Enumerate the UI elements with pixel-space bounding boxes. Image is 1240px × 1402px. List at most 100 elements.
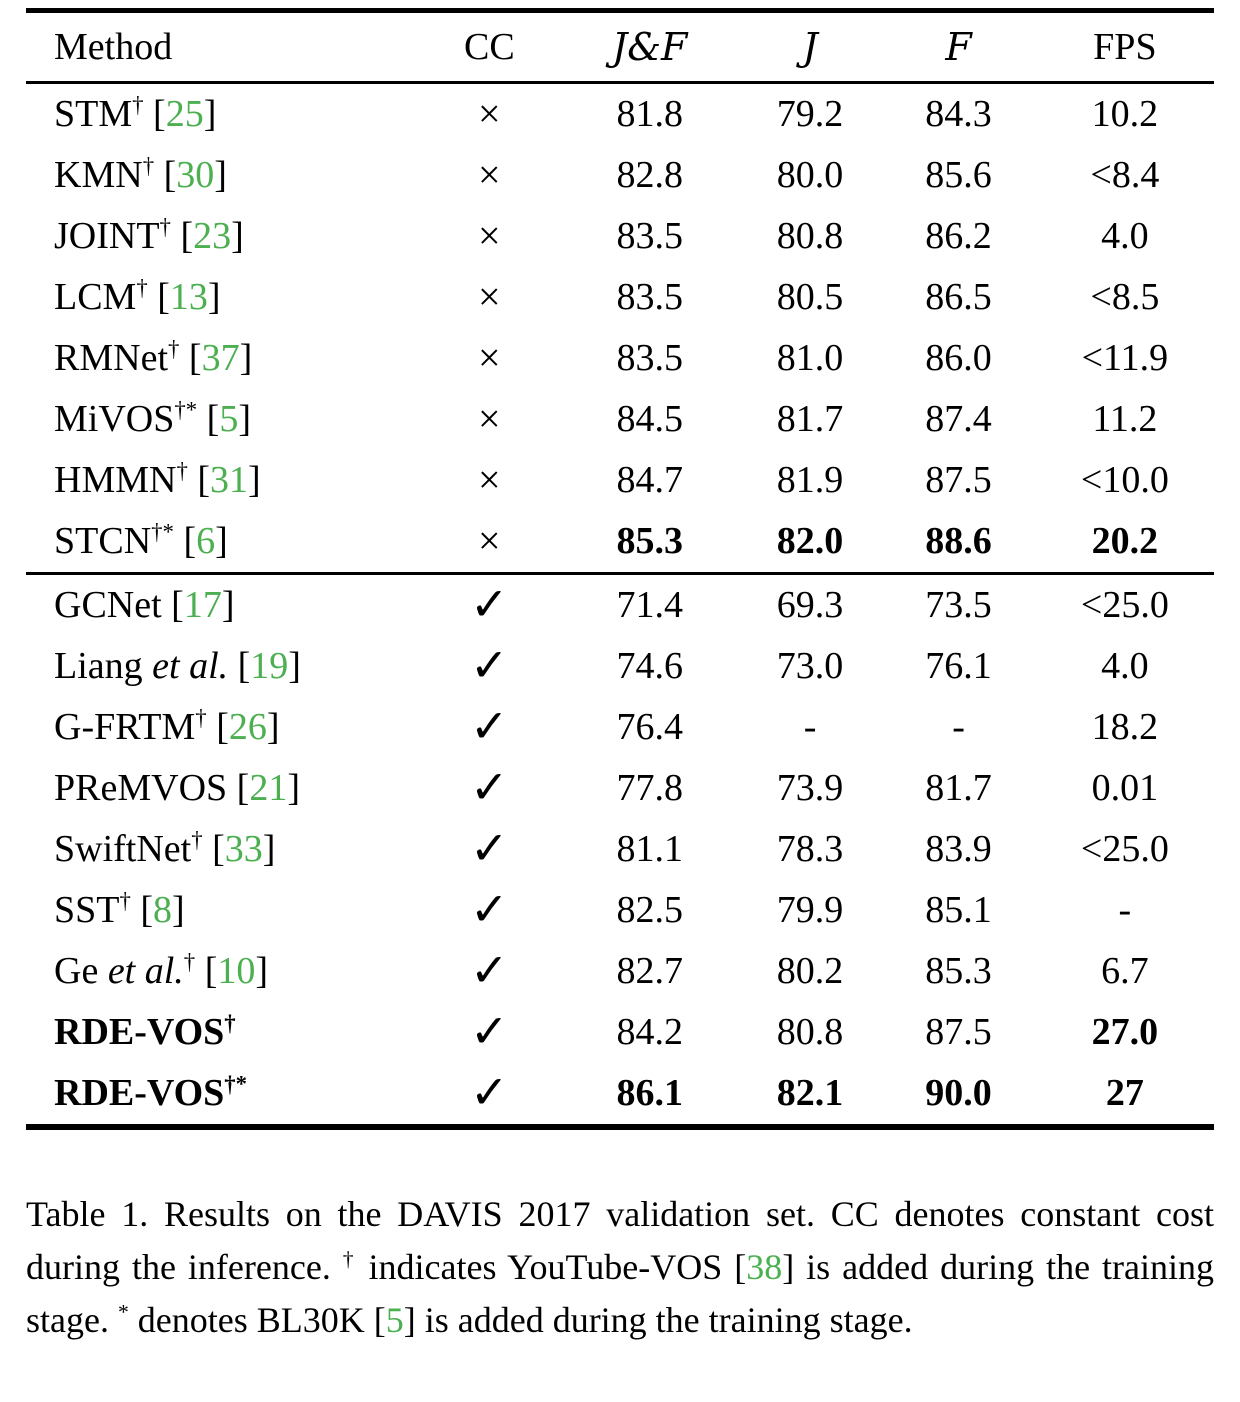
citation-ref[interactable]: 26 <box>228 706 267 748</box>
j-cell: 73.9 <box>776 767 844 809</box>
dagger-sup: † <box>224 1010 236 1036</box>
method-cell: RDE-VOS† <box>54 1010 236 1053</box>
fps-cell: <25.0 <box>1035 572 1214 636</box>
fps-cell: 6.7 <box>1101 950 1149 992</box>
table-body: STM† [25] × 81.8 79.2 84.3 10.2 KMN† [30] × 82.8… <box>26 83 1214 1128</box>
cc-cross-icon: × <box>478 274 501 319</box>
method-cell: PReMVOS [21] <box>54 767 300 809</box>
dagger-sup: † <box>142 153 155 179</box>
method-cell: Ge et al.† [10] <box>54 949 269 992</box>
caption: Table 1. Results on the DAVIS 2017 valid… <box>26 1188 1214 1347</box>
method-cell: KMN† [30] <box>54 153 227 196</box>
cc-check-icon: ✓ <box>418 572 561 636</box>
table-row: Ge et al.† [10] ✓ 82.7 80.2 85.3 6.7 <box>26 941 1214 1002</box>
fps-cell: <8.5 <box>1090 276 1160 318</box>
fps-cell: <10.0 <box>1080 459 1169 501</box>
jf-cell: 83.5 <box>616 215 683 257</box>
table-row: STCN†* [6] × 85.3 82.0 88.6 20.2 <box>26 511 1214 574</box>
cc-cross-icon: × <box>478 152 501 197</box>
table-row: RMNet† [37] × 83.5 81.0 86.0 <11.9 <box>26 328 1214 389</box>
f-cell: 85.1 <box>925 889 992 931</box>
citation-ref[interactable]: 33 <box>224 828 263 870</box>
fps-cell: 4.0 <box>1101 645 1149 687</box>
f-cell: 83.9 <box>925 828 992 870</box>
citation-ref[interactable]: 31 <box>210 459 249 501</box>
jf-cell: 82.5 <box>616 889 683 931</box>
citation-ref[interactable]: 10 <box>217 950 256 992</box>
dagger-sup: †* <box>224 1071 248 1097</box>
j-cell: 82.1 <box>776 1072 844 1114</box>
table-row: JOINT† [23] × 83.5 80.8 86.2 4.0 <box>26 206 1214 267</box>
f-cell: 87.5 <box>925 459 992 501</box>
citation-ref[interactable]: 37 <box>201 337 240 379</box>
table-row: STM† [25] × 81.8 79.2 84.3 10.2 <box>26 83 1214 146</box>
fps-cell: 27 <box>1105 1072 1144 1114</box>
table-row: LCM† [13] × 83.5 80.5 86.5 <8.5 <box>26 267 1214 328</box>
fps-cell: 27.0 <box>1091 1011 1159 1053</box>
cc-check-icon: ✓ <box>470 1067 509 1118</box>
f-cell: 86.0 <box>925 337 992 379</box>
fps-cell: <25.0 <box>1080 828 1169 870</box>
cc-cross-icon: × <box>478 518 501 563</box>
method-cell: RDE-VOS†* <box>54 1071 248 1114</box>
cc-check-icon: ✓ <box>470 823 509 874</box>
cc-check-icon: ✓ <box>470 884 509 935</box>
dagger-sup: †* <box>174 397 198 423</box>
col-header-cc: CC <box>418 10 561 84</box>
citation-ref[interactable]: 13 <box>169 276 208 318</box>
f-cell: 86.2 <box>925 215 992 257</box>
j-cell: 80.2 <box>776 950 844 992</box>
jf-cell: 83.5 <box>616 337 683 379</box>
citation-ref[interactable]: 23 <box>193 215 232 257</box>
fps-cell: <8.4 <box>1090 154 1160 196</box>
table-header-row: Method CC J&F J F FPS <box>26 10 1214 84</box>
citation-ref[interactable]: 38 <box>746 1247 783 1287</box>
footnote-marker: † <box>342 1247 357 1271</box>
citation-ref[interactable]: 17 <box>183 584 222 626</box>
cc-cross-icon: × <box>478 91 501 136</box>
j-cell: 81.0 <box>776 337 844 379</box>
citation-ref[interactable]: 21 <box>249 767 288 809</box>
citation-ref[interactable]: 30 <box>176 154 215 196</box>
table-row: HMMN† [31] × 84.7 81.9 87.5 <10.0 <box>26 450 1214 511</box>
citation-ref[interactable]: 5 <box>219 398 239 440</box>
j-cell: 79.2 <box>776 93 844 135</box>
col-header-fps: FPS <box>1035 10 1214 84</box>
paper-page: Method CC J&F J F FPS STM† [25] × 81.8 79.2… <box>26 8 1214 1347</box>
citation-ref[interactable]: 5 <box>385 1300 404 1340</box>
jf-cell: 81.1 <box>616 828 683 870</box>
footnote-marker: * <box>117 1300 129 1324</box>
fps-cell: - <box>1118 889 1132 931</box>
f-cell: 73.5 <box>881 572 1036 636</box>
dagger-sup: † <box>195 705 207 731</box>
f-cell: 81.7 <box>925 767 992 809</box>
j-cell: 69.3 <box>738 572 882 636</box>
jf-cell: 82.7 <box>616 950 683 992</box>
j-cell: 80.8 <box>776 1011 844 1053</box>
table-row: PReMVOS [21] ✓ 77.8 73.9 81.7 0.01 <box>26 758 1214 819</box>
table-row: MiVOS†* [5] × 84.5 81.7 87.4 11.2 <box>26 389 1214 450</box>
caption-text: ] is added during the training stage. <box>26 1247 1214 1340</box>
method-cell: JOINT† [23] <box>54 214 244 257</box>
fps-cell: 18.2 <box>1091 706 1159 748</box>
dagger-sup: † <box>176 458 188 484</box>
dagger-sup: † <box>159 214 171 240</box>
dagger-sup: †* <box>151 519 174 545</box>
citation-ref[interactable]: 6 <box>196 520 216 562</box>
fps-cell: 10.2 <box>1091 93 1159 135</box>
citation-ref[interactable]: 19 <box>250 645 289 687</box>
citation-ref[interactable]: 8 <box>153 889 173 931</box>
table-row: GCNet [17] ✓ 71.4 69.3 73.5 <25.0 <box>26 572 1214 636</box>
method-cell: GCNet [17] <box>26 572 419 636</box>
f-cell: 87.4 <box>925 398 992 440</box>
method-cell: G-FRTM† [26] <box>54 705 280 748</box>
f-cell: 85.6 <box>925 154 992 196</box>
fps-cell: 4.0 <box>1101 215 1149 257</box>
col-header-j: J <box>738 10 882 84</box>
jf-cell: 86.1 <box>616 1072 683 1114</box>
table-row: G-FRTM† [26] ✓ 76.4 - - 18.2 <box>26 697 1214 758</box>
citation-ref[interactable]: 25 <box>165 93 204 135</box>
cc-check-icon: ✓ <box>470 945 509 996</box>
j-cell: 80.8 <box>776 215 844 257</box>
jf-cell: 84.7 <box>616 459 683 501</box>
